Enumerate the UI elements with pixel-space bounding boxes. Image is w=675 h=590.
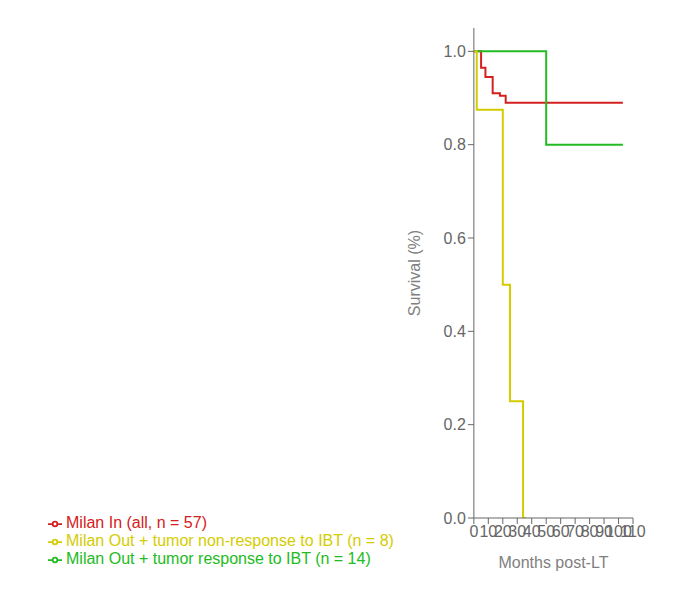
svg-text:70: 70 <box>566 523 584 541</box>
html-text:Milan Out + tumor non-response: Milan Out + tumor non-response to IBT (n… <box>66 532 394 549</box>
html-text:Milan Out + tumor response to: Milan Out + tumor response to IBT (n = 1… <box>66 550 371 567</box>
svg-text:30: 30 <box>508 523 527 541</box>
svg-text:Survival (%): Survival (%) <box>406 230 423 316</box>
svg-text:100: 100 <box>605 523 632 541</box>
svg-text:0.0: 0.0 <box>444 510 466 527</box>
svg-text:40: 40 <box>522 523 541 541</box>
svg-text:1.0: 1.0 <box>444 43 466 60</box>
svg-text:110: 110 <box>620 523 646 540</box>
svg-text:90: 90 <box>595 523 613 541</box>
svg-text:60: 60 <box>551 523 570 541</box>
svg-text:80: 80 <box>580 523 599 541</box>
svg-text:0.8: 0.8 <box>444 136 466 153</box>
html-text:Milan In (all, n = 57): Milan In (all, n = 57) <box>66 514 207 531</box>
svg-text:0.4: 0.4 <box>444 323 466 340</box>
svg-text:0: 0 <box>469 523 478 540</box>
svg-text:20: 20 <box>493 523 512 541</box>
svg-text:0.6: 0.6 <box>444 230 466 247</box>
svg-text:10: 10 <box>479 523 498 541</box>
svg-text:Months post-LT: Months post-LT <box>498 554 608 571</box>
svg-text:0.2: 0.2 <box>444 416 466 433</box>
svg-text:50: 50 <box>537 523 556 541</box>
